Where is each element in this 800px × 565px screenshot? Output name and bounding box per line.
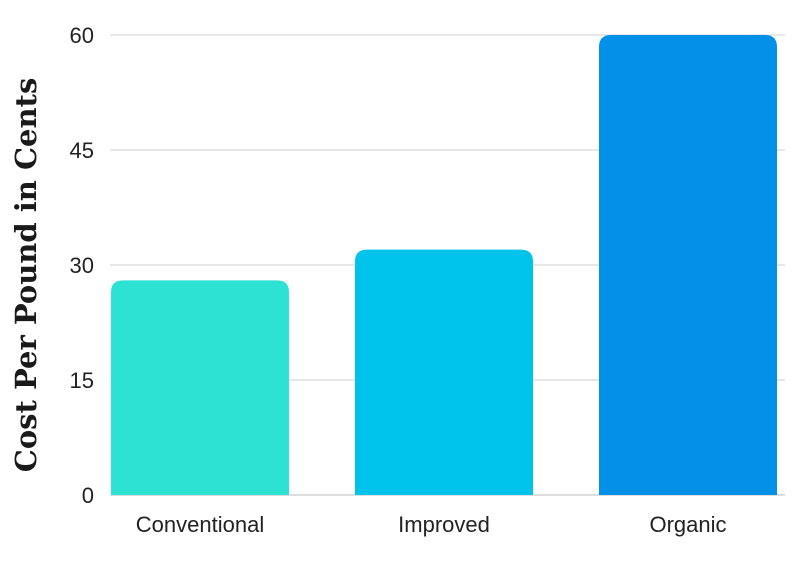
y-axis-ticks: 0 15 30 45 60	[70, 23, 94, 508]
category-label-conventional: Conventional	[136, 512, 264, 537]
y-tick-label: 45	[70, 138, 94, 163]
y-tick-label: 30	[70, 253, 94, 278]
category-label-organic: Organic	[649, 512, 726, 537]
bar-organic	[599, 35, 777, 495]
y-axis-label: Cost Per Pound in Cents	[9, 78, 43, 473]
bars	[111, 35, 777, 495]
category-label-improved: Improved	[398, 512, 490, 537]
y-tick-label: 60	[70, 23, 94, 48]
bar-conventional	[111, 280, 289, 495]
x-axis-categories: Conventional Improved Organic	[136, 512, 727, 537]
bar-improved	[355, 249, 533, 495]
y-tick-label: 15	[70, 368, 94, 393]
y-tick-label: 0	[82, 483, 94, 508]
